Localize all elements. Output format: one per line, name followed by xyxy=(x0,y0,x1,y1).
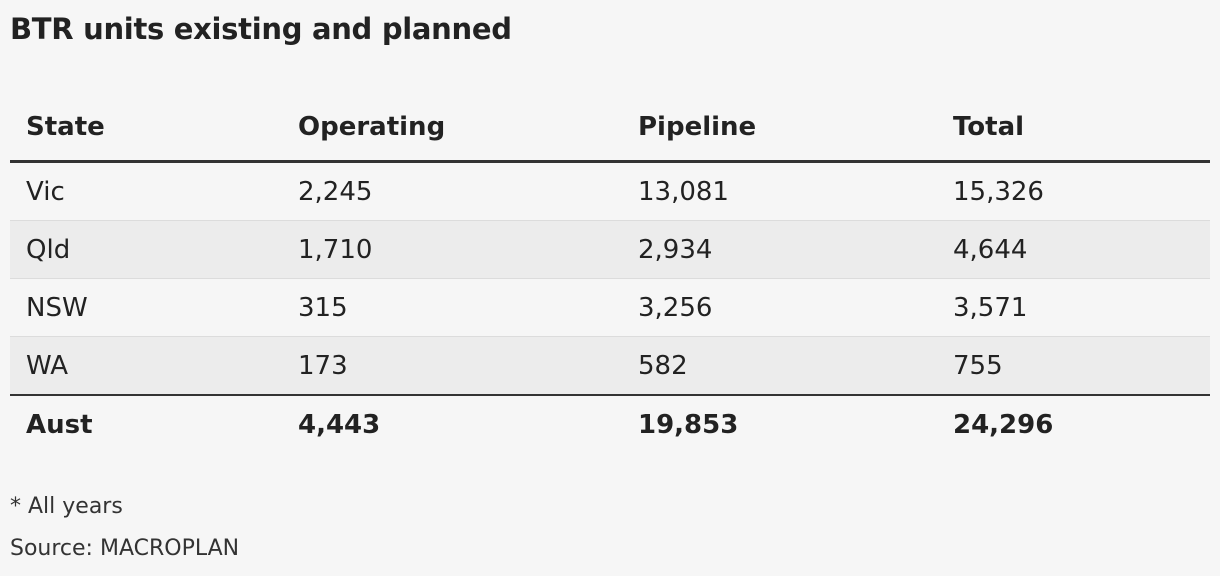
total-total: 24,296 xyxy=(953,394,1210,453)
header-state: State xyxy=(10,94,298,163)
data-table: State Operating Pipeline Total Vic 2,245… xyxy=(10,94,1210,453)
cell-state: Vic xyxy=(10,161,298,221)
cell-pipeline: 582 xyxy=(638,336,953,395)
chart-title: BTR units existing and planned xyxy=(10,12,512,46)
table-row: Qld 1,710 2,934 4,644 xyxy=(10,220,1210,279)
cell-operating: 173 xyxy=(298,336,638,395)
source-note: Source: MACROPLAN xyxy=(10,536,240,561)
cell-total: 755 xyxy=(953,336,1210,395)
cell-state: NSW xyxy=(10,278,298,337)
table-row: NSW 315 3,256 3,571 xyxy=(10,278,1210,337)
total-pipeline: 19,853 xyxy=(638,394,953,453)
cell-state: WA xyxy=(10,336,298,395)
cell-state: Qld xyxy=(10,220,298,279)
header-pipeline: Pipeline xyxy=(638,94,953,163)
cell-operating: 1,710 xyxy=(298,220,638,279)
footnote: * All years xyxy=(10,494,123,519)
cell-total: 3,571 xyxy=(953,278,1210,337)
header-row: State Operating Pipeline Total xyxy=(10,94,1210,163)
cell-total: 4,644 xyxy=(953,220,1210,279)
cell-pipeline: 13,081 xyxy=(638,161,953,221)
total-operating: 4,443 xyxy=(298,394,638,453)
header-total: Total xyxy=(953,94,1210,163)
table-row: Vic 2,245 13,081 15,326 xyxy=(10,161,1210,221)
cell-total: 15,326 xyxy=(953,161,1210,221)
total-state: Aust xyxy=(10,394,298,453)
cell-operating: 2,245 xyxy=(298,161,638,221)
header-operating: Operating xyxy=(298,94,638,163)
total-row: Aust 4,443 19,853 24,296 xyxy=(10,394,1210,453)
cell-operating: 315 xyxy=(298,278,638,337)
cell-pipeline: 3,256 xyxy=(638,278,953,337)
table-row: WA 173 582 755 xyxy=(10,336,1210,395)
cell-pipeline: 2,934 xyxy=(638,220,953,279)
